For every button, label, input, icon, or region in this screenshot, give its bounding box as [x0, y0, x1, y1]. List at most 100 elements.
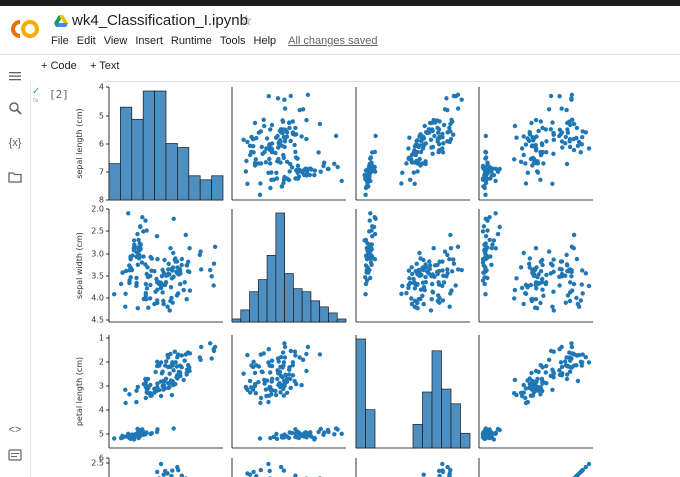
scatter-point	[575, 143, 581, 148]
scatter-point	[485, 163, 490, 168]
scatter-point	[525, 170, 530, 175]
scatter-point	[533, 297, 539, 302]
scatter-point	[273, 135, 279, 140]
scatter-point	[459, 267, 464, 273]
scatter-point	[423, 262, 428, 267]
scatter-point	[559, 373, 565, 378]
scatter-point	[412, 181, 417, 186]
scatter-point	[531, 390, 537, 395]
scatter-point	[415, 281, 420, 287]
scatter-point	[165, 471, 170, 476]
scatter-point	[521, 250, 526, 256]
scatter-point	[276, 371, 281, 376]
scatter-point	[544, 363, 549, 369]
scatter-point	[197, 252, 202, 258]
histogram-bar	[319, 306, 329, 323]
scatter-point	[414, 261, 419, 266]
scatter-point	[148, 382, 153, 388]
scatter-point	[567, 369, 573, 374]
scatter-point	[551, 371, 556, 376]
scatter-point	[168, 285, 174, 290]
scatter-point	[451, 132, 456, 137]
scatter-point	[416, 297, 421, 302]
scatter-point	[423, 274, 428, 280]
scatter-point	[580, 291, 585, 296]
menu-tools[interactable]: Tools	[219, 35, 246, 47]
scatter-point	[179, 473, 184, 477]
scatter-point	[436, 268, 442, 274]
scatter-point	[455, 267, 461, 272]
menu-file[interactable]: File	[51, 35, 69, 47]
menu-edit[interactable]: Edit	[76, 35, 96, 47]
variables-icon[interactable]: {x}	[8, 137, 22, 149]
scatter-point	[440, 259, 445, 264]
scatter-point	[565, 363, 570, 368]
scatter-point	[112, 436, 117, 441]
scatter-point	[275, 356, 281, 361]
scatter-point	[534, 286, 539, 291]
code-snippets-icon[interactable]: <>	[8, 424, 22, 436]
scatter-point	[529, 120, 534, 126]
histogram-bar	[310, 300, 321, 323]
scatter-point	[368, 256, 374, 261]
scatter-point	[209, 274, 214, 279]
save-status-link[interactable]: All changes saved	[288, 35, 378, 47]
scatter-point	[138, 246, 143, 251]
scatter-point	[154, 276, 159, 282]
scatter-point	[567, 139, 572, 144]
menu-view[interactable]: View	[103, 35, 128, 47]
scatter-point	[550, 181, 555, 186]
scatter-point	[295, 176, 301, 181]
scatter-point	[293, 155, 299, 160]
scatter-point	[412, 144, 418, 149]
scatter-point	[546, 357, 552, 362]
histogram-bar	[231, 318, 242, 323]
histogram-bar	[120, 106, 133, 201]
scatter-point	[419, 272, 424, 278]
scatter-point	[153, 289, 158, 294]
scatter-point	[171, 368, 176, 373]
scatter-point	[293, 431, 299, 436]
scatter-point	[493, 246, 498, 251]
scatter-point	[523, 142, 529, 147]
folder-icon[interactable]	[8, 170, 22, 184]
scatter-point	[141, 229, 146, 234]
menu-icon[interactable]	[8, 69, 22, 83]
scatter-point	[368, 275, 373, 281]
menu-help[interactable]: Help	[253, 35, 277, 47]
scatter-point	[154, 388, 159, 394]
scatter-point	[282, 341, 287, 346]
scatter-point	[483, 155, 489, 160]
colab-logo[interactable]	[8, 18, 42, 40]
scatter-point	[134, 388, 139, 393]
scatter-point	[155, 298, 160, 303]
scatter-point	[489, 245, 494, 251]
add-code-button[interactable]: + Code	[41, 60, 77, 72]
scatter-point	[447, 473, 452, 477]
scatter-point	[416, 160, 421, 166]
scatter-point	[521, 152, 526, 158]
scatter-point	[312, 168, 317, 173]
terminal-icon[interactable]	[8, 448, 22, 462]
scatter-point	[560, 274, 565, 279]
scatter-point	[527, 256, 533, 261]
scatter-point	[161, 301, 166, 307]
scatter-point	[567, 298, 573, 304]
scatter-point	[177, 363, 183, 368]
star-icon[interactable]: ☆	[240, 12, 253, 28]
notebook-title[interactable]: wk4_Classification_I.ipynb	[72, 12, 248, 29]
scatter-point	[531, 136, 537, 141]
scatter-point	[523, 395, 528, 401]
scatter-point	[495, 426, 501, 432]
scatter-point	[551, 269, 556, 274]
cell-execution-count[interactable]: [2]	[49, 88, 69, 101]
histogram-bar	[266, 255, 277, 323]
scatter-point	[252, 160, 258, 166]
scatter-point	[155, 427, 160, 432]
add-text-button[interactable]: + Text	[90, 60, 120, 72]
menu-runtime[interactable]: Runtime	[170, 35, 212, 47]
search-icon[interactable]	[8, 101, 22, 115]
scatter-point	[266, 399, 271, 405]
scatter-point	[163, 363, 168, 368]
menu-insert[interactable]: Insert	[135, 35, 163, 47]
